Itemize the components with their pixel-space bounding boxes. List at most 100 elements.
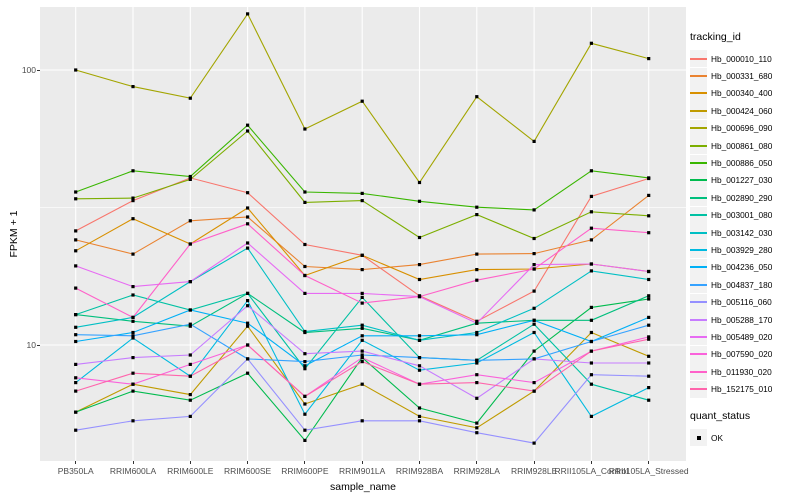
legend-key-swatch xyxy=(690,258,707,276)
data-point xyxy=(303,291,307,295)
data-point xyxy=(532,330,536,335)
legend-item-label: Hb_000331_680 xyxy=(711,71,773,82)
data-point xyxy=(303,367,307,371)
data-point xyxy=(475,358,479,362)
data-point xyxy=(532,349,536,353)
legend-title-tracking-id: tracking_id xyxy=(690,31,741,43)
legend-item: Hb_000340_400 xyxy=(690,84,798,102)
legend-key-swatch xyxy=(690,363,707,381)
data-point xyxy=(532,236,536,241)
data-point xyxy=(417,338,422,342)
data-point xyxy=(532,267,536,271)
legend-key-swatch xyxy=(690,345,707,363)
data-point xyxy=(475,381,479,385)
data-point xyxy=(417,368,422,372)
data-point xyxy=(475,333,479,337)
legend-item-label: Hb_011930_020 xyxy=(711,366,772,377)
data-point xyxy=(360,291,364,295)
data-point xyxy=(647,214,651,218)
data-point xyxy=(647,297,651,301)
data-point xyxy=(188,177,192,181)
legend-item-label: Hb_005116_060 xyxy=(711,297,772,308)
legend-item-label: Hb_000861_080 xyxy=(711,140,773,151)
data-point xyxy=(475,373,479,377)
legend-item: Hb_004837_180 xyxy=(690,276,798,294)
data-point xyxy=(589,238,593,242)
data-point xyxy=(131,336,135,340)
legend-line-icon xyxy=(690,301,707,304)
data-point xyxy=(589,349,593,353)
data-point xyxy=(131,330,135,335)
legend-key-swatch xyxy=(690,311,707,329)
data-point xyxy=(589,382,593,386)
data-point xyxy=(360,334,364,338)
data-point xyxy=(246,241,250,245)
data-point xyxy=(647,315,651,319)
legend-item: Hb_005489_020 xyxy=(690,328,798,346)
data-point xyxy=(131,382,135,386)
legend-item-label: Hb_001227_030 xyxy=(711,175,773,186)
data-point xyxy=(303,438,307,442)
legend-item: Hb_000861_080 xyxy=(690,137,798,155)
legend-item: Hb_000331_680 xyxy=(690,67,798,85)
data-point xyxy=(417,356,422,360)
data-point xyxy=(417,263,422,267)
data-point xyxy=(131,419,135,423)
data-point xyxy=(475,319,479,323)
x-tick-label-RRIM928LE: RRIM928LE xyxy=(510,466,558,476)
data-point xyxy=(303,273,307,278)
legend-item-label: Hb_000340_400 xyxy=(711,88,773,99)
legend-line-icon xyxy=(690,75,707,78)
data-point xyxy=(589,318,593,322)
y-tick-mark xyxy=(37,69,40,71)
legend-key-swatch xyxy=(690,50,707,68)
legend-tracking-list: Hb_000010_110 Hb_000331_680 Hb_000340_400 H… xyxy=(690,50,798,398)
legend-item: Hb_004236_050 xyxy=(690,258,798,276)
data-point xyxy=(131,199,135,203)
legend-line-icon xyxy=(690,318,707,321)
data-point xyxy=(589,373,593,377)
data-point xyxy=(131,85,135,89)
data-point xyxy=(647,277,651,282)
legend-key-swatch xyxy=(690,380,707,398)
legend-line-icon xyxy=(690,266,707,269)
legend-line-icon xyxy=(690,179,707,182)
data-point xyxy=(475,421,479,425)
data-point xyxy=(532,357,536,361)
data-point xyxy=(475,396,479,400)
data-point xyxy=(188,398,192,402)
data-point xyxy=(532,381,536,385)
legend-item: Hb_000886_050 xyxy=(690,154,798,172)
legend-item-label: Hb_005288_170 xyxy=(711,314,773,325)
legend-line-icon xyxy=(690,109,707,112)
legend-key-swatch xyxy=(690,293,707,311)
data-point xyxy=(188,219,192,223)
data-point xyxy=(360,99,364,103)
data-point xyxy=(647,361,651,365)
data-point xyxy=(131,334,135,338)
data-point xyxy=(246,123,250,127)
x-tick-mark xyxy=(247,461,249,464)
data-point xyxy=(417,334,422,338)
data-point xyxy=(647,176,651,180)
data-point xyxy=(417,382,422,386)
data-point xyxy=(475,330,479,335)
data-point xyxy=(188,414,192,418)
data-point xyxy=(589,194,593,198)
legend-quant-list: OK xyxy=(690,429,798,446)
legend-item: Hb_005116_060 xyxy=(690,293,798,311)
data-point xyxy=(74,264,78,268)
data-point xyxy=(360,419,364,423)
data-point xyxy=(246,291,250,295)
legend-line-icon xyxy=(690,248,707,251)
legend-item: Hb_000696_090 xyxy=(690,119,798,137)
x-tick-mark xyxy=(132,461,134,464)
data-point xyxy=(647,269,651,274)
data-point xyxy=(246,191,250,195)
legend-item: Hb_001227_030 xyxy=(690,171,798,189)
legend-key-swatch xyxy=(690,276,707,294)
data-point xyxy=(74,339,78,344)
data-point xyxy=(647,398,651,402)
data-point xyxy=(417,364,422,368)
data-point xyxy=(188,374,192,378)
